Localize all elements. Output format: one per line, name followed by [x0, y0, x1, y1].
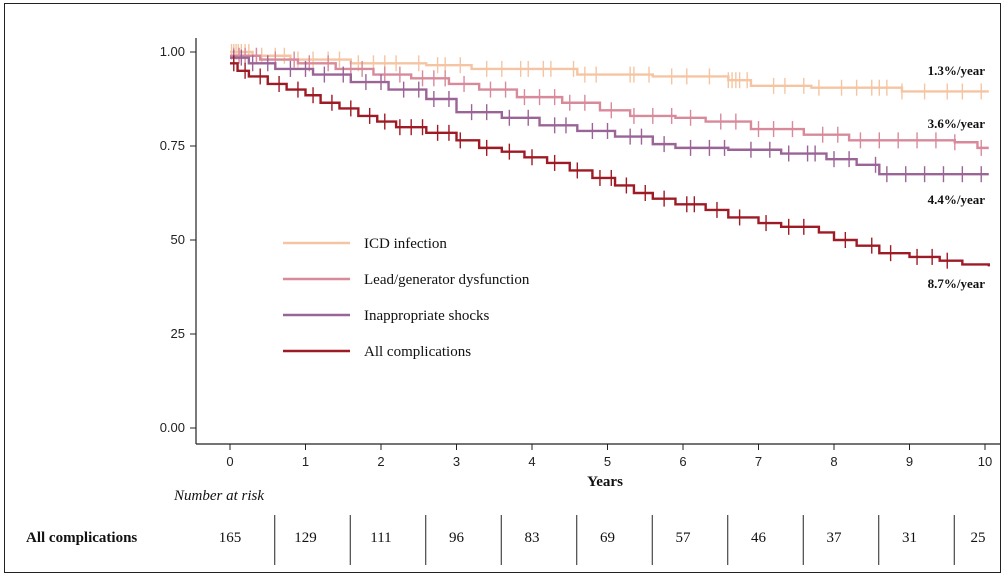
x-tick-label: 1 — [302, 454, 309, 469]
rate-label: 3.6%/year — [928, 116, 986, 131]
x-tick-label: 2 — [377, 454, 384, 469]
risk-count: 57 — [676, 530, 692, 546]
rate-labels: 1.3%/year 3.6%/year 4.4%/year 8.7%/year — [928, 63, 986, 291]
risk-count: 31 — [902, 530, 917, 546]
risk-count: 25 — [971, 530, 986, 546]
x-tick-label: 10 — [978, 454, 992, 469]
risk-count: 129 — [294, 530, 317, 546]
figure-frame — [4, 3, 1001, 573]
x-tick-label: 0 — [226, 454, 233, 469]
y-tick-label: 25 — [171, 326, 185, 341]
legend-label: ICD infection — [364, 236, 447, 252]
x-tick-label: 7 — [755, 454, 762, 469]
y-tick-label: 0.00 — [160, 420, 185, 435]
risk-count: 111 — [370, 530, 391, 546]
y-tick-label: 50 — [171, 232, 185, 247]
series-layer — [230, 44, 990, 269]
rate-label: 1.3%/year — [928, 63, 986, 78]
risk-table-cells: 165 129 111 96 83 69 57 46 37 31 25 — [219, 515, 986, 565]
x-ticks: 0 1 2 3 4 5 6 7 8 9 10 — [226, 444, 992, 469]
risk-row-label: All complications — [26, 530, 137, 546]
rate-label: 4.4%/year — [928, 192, 986, 207]
series-2 — [230, 49, 989, 183]
risk-table-title: Number at risk — [173, 488, 264, 504]
x-tick-label: 6 — [679, 454, 686, 469]
risk-count: 83 — [525, 530, 540, 546]
y-tick-label: 0.75 — [160, 138, 185, 153]
series-line — [230, 54, 989, 150]
legend-label: All complications — [364, 344, 471, 360]
risk-count: 37 — [827, 530, 843, 546]
series-1 — [230, 47, 989, 156]
rate-label: 8.7%/year — [928, 276, 986, 291]
series-line — [230, 62, 990, 267]
risk-count: 69 — [600, 530, 615, 546]
x-tick-label: 4 — [528, 454, 535, 469]
risk-count: 46 — [751, 530, 767, 546]
series-3 — [230, 55, 990, 269]
legend-label: Lead/generator dysfunction — [364, 272, 530, 288]
legend: ICD infection Lead/generator dysfunction I… — [283, 236, 530, 360]
risk-count: 165 — [219, 530, 242, 546]
x-tick-label: 5 — [604, 454, 611, 469]
risk-count: 96 — [449, 530, 465, 546]
series-0 — [230, 44, 989, 100]
x-axis-title: Years — [587, 474, 623, 490]
y-tick-label: 1.00 — [160, 44, 185, 59]
series-line — [230, 56, 989, 176]
x-tick-label: 3 — [453, 454, 460, 469]
y-ticks: 0.00 25 50 0.75 1.00 — [160, 44, 196, 435]
x-tick-label: 9 — [906, 454, 913, 469]
x-tick-label: 8 — [830, 454, 837, 469]
legend-label: Inappropriate shocks — [364, 308, 490, 324]
